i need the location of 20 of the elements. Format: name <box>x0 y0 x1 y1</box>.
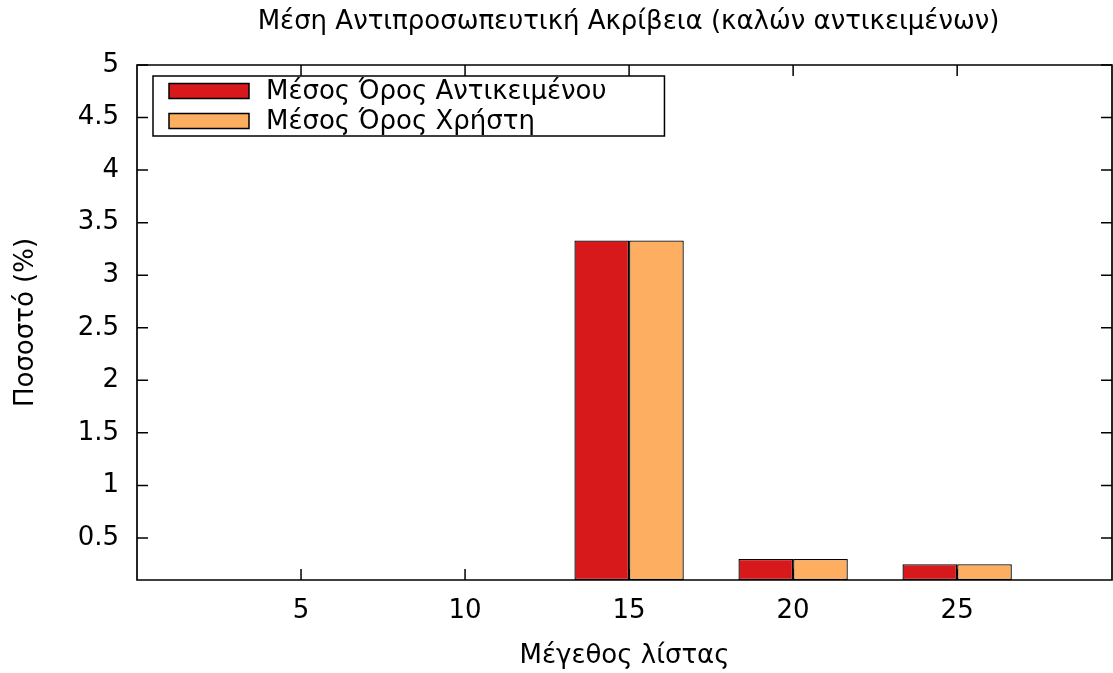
x-tick-label: 5 <box>292 594 310 625</box>
y-tick-label: 1 <box>102 468 119 499</box>
y-tick-label: 2 <box>102 363 119 394</box>
x-axis-title: Μέγεθος λίστας <box>519 639 730 670</box>
y-tick-label: 0.5 <box>77 520 119 551</box>
y-tick-label: 2.5 <box>77 310 119 341</box>
y-axis-title: Ποσοστό (%) <box>9 237 40 408</box>
y-tick-label: 5 <box>102 47 119 78</box>
x-tick-label: 15 <box>612 594 646 625</box>
x-tick-label: 25 <box>940 594 974 625</box>
x-tick-label: 20 <box>776 594 810 625</box>
y-tick-label: 3.5 <box>77 205 119 236</box>
y-tick-label: 3 <box>102 257 119 288</box>
y-tick-label: 1.5 <box>77 415 119 446</box>
chart-title: Μέση Αντιπροσωπευτική Ακρίβεια (καλών αντικειμένων) <box>257 4 1000 35</box>
y-tick-label: 4.5 <box>77 100 119 131</box>
legend-label: Μέσος Όρος Αντικειμένου <box>266 74 607 105</box>
x-tick-label: 10 <box>448 594 482 625</box>
legend-label: Μέσος Όρος Χρήστη <box>266 104 535 135</box>
y-tick-label: 4 <box>102 152 119 183</box>
